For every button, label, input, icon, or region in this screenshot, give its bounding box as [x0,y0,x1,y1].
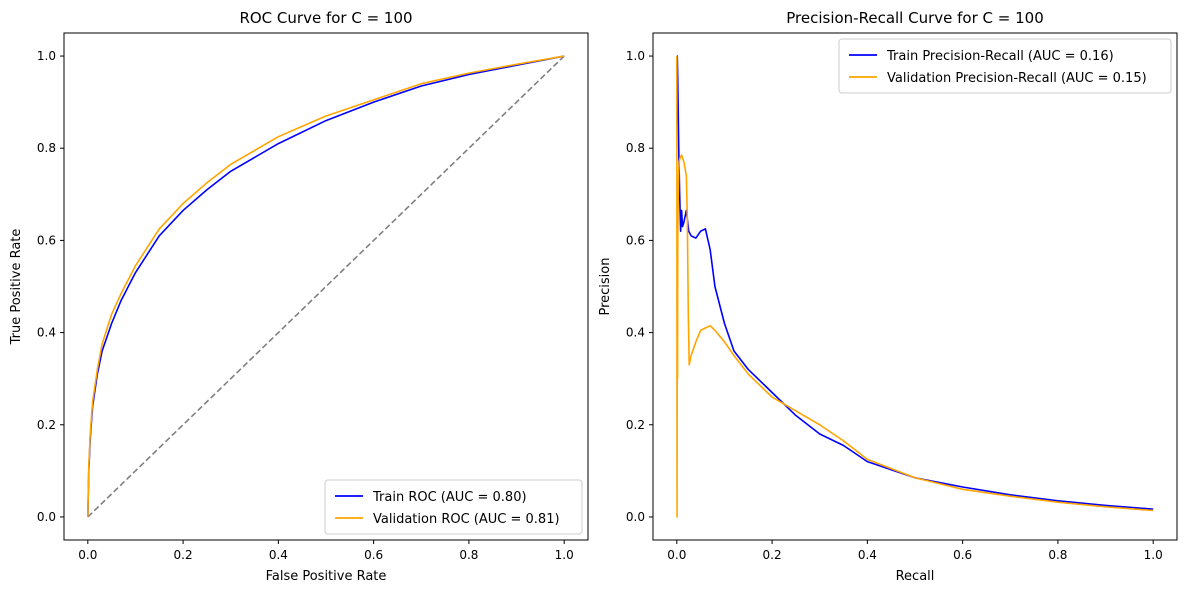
pr-panel: Precision-Recall Curve for C = 100 Recal… [598,9,1178,584]
pr-ylabel: Precision [598,257,613,315]
pr-x-tick-label: 0.2 [763,548,782,562]
roc-x-tick-label: 0.8 [459,548,478,562]
roc-xlabel: False Positive Rate [266,569,387,584]
roc-x-tick-label: 0.4 [269,548,288,562]
pr-legend-box [838,38,1172,94]
roc-x-tick-label: 0.2 [174,548,193,562]
pr-x-tick-label: 0.6 [953,548,972,562]
pr-y-tick-label: 0.4 [626,326,645,340]
roc-y-tick-label: 0.0 [37,510,56,524]
roc-legend: Train ROC (AUC = 0.80) Validation ROC (AU… [324,479,583,535]
roc-ylabel: True Positive Rate [9,229,24,346]
pr-legend-label: Train Precision-Recall (AUC = 0.16) [886,49,1114,64]
pr-x-tick-label: 0.8 [1048,548,1067,562]
pr-y-tick-label: 0.6 [626,233,645,247]
pr-axes-frame [652,32,1178,541]
roc-y-tick-label: 1.0 [37,49,56,63]
pr-x-tick-label: 0.0 [667,548,686,562]
roc-legend-label: Validation ROC (AUC = 0.81) [373,512,560,527]
roc-axes-frame [63,32,589,541]
pr-series-0-line [676,55,1154,510]
pr-x-tick-label: 0.4 [858,548,877,562]
pr-y-tick-label: 0.8 [626,141,645,155]
pr-title: Precision-Recall Curve for C = 100 [786,9,1043,27]
pr-series-1-line [676,56,1154,518]
pr-xlabel: Recall [896,569,935,584]
roc-legend-label: Train ROC (AUC = 0.80) [372,490,527,505]
pr-y-tick-label: 1.0 [626,49,645,63]
roc-title: ROC Curve for C = 100 [239,9,412,27]
roc-x-tick-label: 0.6 [364,548,383,562]
pr-y-tick-label: 0.2 [626,418,645,432]
pr-legend-label: Validation Precision-Recall (AUC = 0.15) [887,71,1147,86]
roc-y-tick-label: 0.8 [37,141,56,155]
roc-series-1-line [87,55,565,517]
pr-y-tick-label: 0.0 [626,510,645,524]
roc-panel: ROC Curve for C = 100 False Positive Rat… [9,9,589,584]
pr-x-tick-label: 1.0 [1144,548,1163,562]
roc-x-tick-label: 0.0 [78,548,97,562]
roc-y-tick-label: 0.2 [37,418,56,432]
roc-series-2-reference-line [87,55,565,518]
roc-y-tick-label: 0.6 [37,233,56,247]
roc-x-tick-label: 1.0 [555,548,574,562]
pr-legend: Train Precision-Recall (AUC = 0.16) Valid… [838,38,1172,94]
roc-legend-box [324,479,583,535]
roc-y-tick-label: 0.4 [37,326,56,340]
